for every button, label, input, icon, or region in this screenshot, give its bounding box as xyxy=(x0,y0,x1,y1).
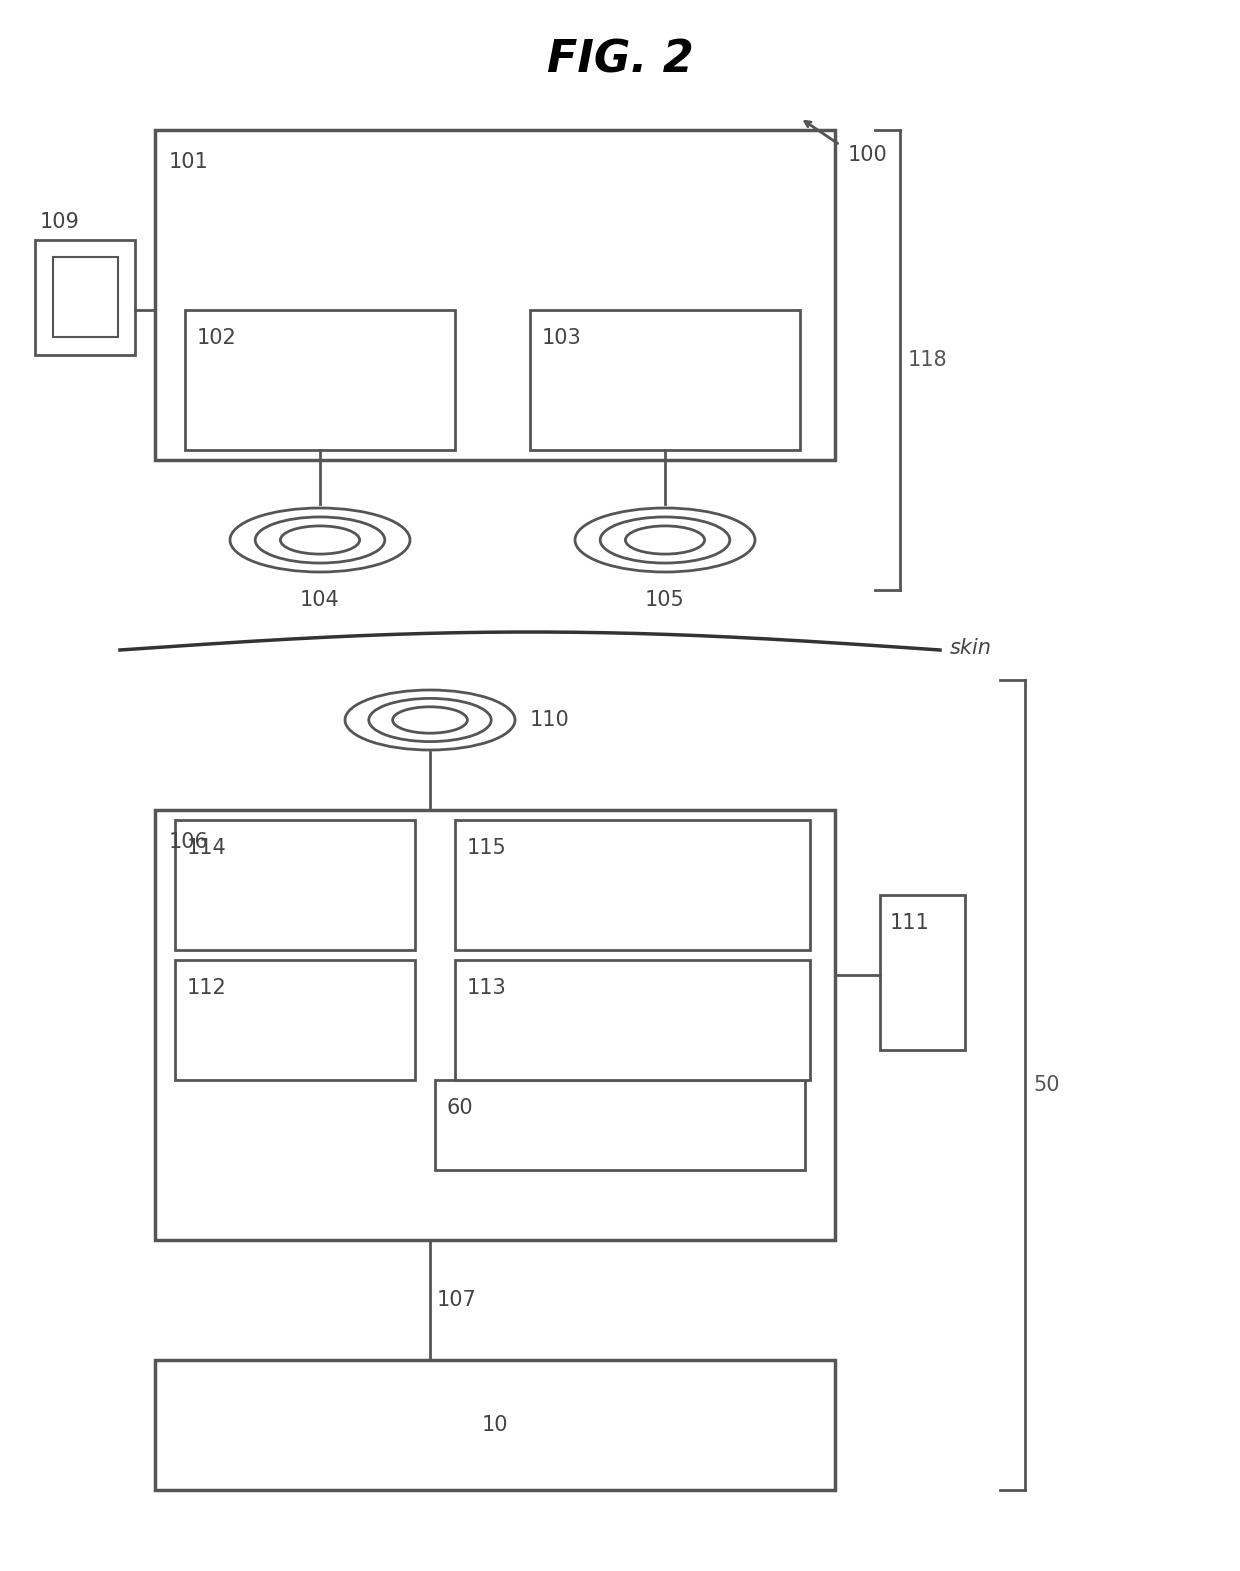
Text: 101: 101 xyxy=(169,152,208,171)
Bar xyxy=(35,240,135,355)
Text: 50: 50 xyxy=(1033,1075,1059,1095)
Text: 110: 110 xyxy=(529,710,569,731)
Bar xyxy=(529,309,800,449)
Ellipse shape xyxy=(280,526,360,555)
Bar xyxy=(880,895,965,1049)
Bar xyxy=(155,1360,835,1489)
Text: 105: 105 xyxy=(645,591,684,610)
Text: 106: 106 xyxy=(169,833,208,851)
Ellipse shape xyxy=(625,526,704,555)
Text: 102: 102 xyxy=(197,328,237,349)
Text: 118: 118 xyxy=(908,350,947,371)
Text: skin: skin xyxy=(950,638,992,658)
Bar xyxy=(455,820,810,950)
Ellipse shape xyxy=(575,507,755,572)
Text: FIG. 2: FIG. 2 xyxy=(547,39,693,82)
Bar xyxy=(53,258,118,338)
Bar xyxy=(435,1079,805,1170)
Text: 113: 113 xyxy=(467,979,507,998)
Text: 115: 115 xyxy=(467,837,507,858)
Ellipse shape xyxy=(393,707,467,734)
Ellipse shape xyxy=(345,690,515,749)
Text: 114: 114 xyxy=(187,837,227,858)
Text: 107: 107 xyxy=(436,1290,476,1310)
Text: 100: 100 xyxy=(848,145,888,165)
Bar xyxy=(155,811,835,1240)
Ellipse shape xyxy=(255,517,384,562)
Text: 111: 111 xyxy=(890,913,930,933)
Ellipse shape xyxy=(600,517,730,562)
Bar xyxy=(185,309,455,449)
Bar xyxy=(455,960,810,1079)
Text: 104: 104 xyxy=(300,591,340,610)
Text: 103: 103 xyxy=(542,328,582,349)
Bar xyxy=(155,130,835,460)
Text: 112: 112 xyxy=(187,979,227,998)
Text: 60: 60 xyxy=(446,1098,474,1119)
Bar xyxy=(175,960,415,1079)
Text: 10: 10 xyxy=(482,1415,508,1434)
Ellipse shape xyxy=(229,507,410,572)
Text: 109: 109 xyxy=(40,212,79,233)
Ellipse shape xyxy=(368,699,491,742)
Bar xyxy=(175,820,415,950)
